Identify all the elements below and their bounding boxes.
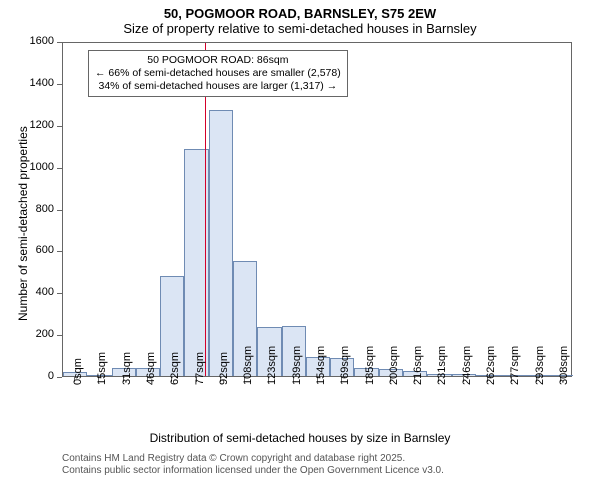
annotation-line1: 50 POGMOOR ROAD: 86sqm <box>95 54 341 67</box>
y-tick <box>57 335 62 336</box>
y-tick <box>57 126 62 127</box>
y-tick <box>57 251 62 252</box>
y-tick-label: 400 <box>22 286 54 298</box>
y-tick-label: 1600 <box>22 35 54 47</box>
annotation-box: 50 POGMOOR ROAD: 86sqm← 66% of semi-deta… <box>88 50 348 97</box>
y-tick-label: 800 <box>22 203 54 215</box>
title-line2: Size of property relative to semi-detach… <box>0 21 600 36</box>
y-tick-label: 600 <box>22 244 54 256</box>
y-tick <box>57 168 62 169</box>
footer-attribution: Contains HM Land Registry data © Crown c… <box>62 453 444 477</box>
y-tick <box>57 84 62 85</box>
y-tick <box>57 42 62 43</box>
y-tick-label: 1400 <box>22 77 54 89</box>
y-tick-label: 1200 <box>22 119 54 131</box>
footer-line1: Contains HM Land Registry data © Crown c… <box>62 453 444 465</box>
title-line1: 50, POGMOOR ROAD, BARNSLEY, S75 2EW <box>0 6 600 21</box>
annotation-line2: ← 66% of semi-detached houses are smalle… <box>95 67 341 80</box>
y-tick-label: 200 <box>22 328 54 340</box>
y-tick <box>57 377 62 378</box>
y-tick-label: 1000 <box>22 161 54 173</box>
histogram-bar <box>209 110 233 376</box>
y-tick-label: 0 <box>22 370 54 382</box>
footer-line2: Contains public sector information licen… <box>62 465 444 477</box>
y-tick <box>57 293 62 294</box>
x-axis-label: Distribution of semi-detached houses by … <box>0 431 600 445</box>
annotation-line3: 34% of semi-detached houses are larger (… <box>95 80 341 93</box>
y-tick <box>57 210 62 211</box>
